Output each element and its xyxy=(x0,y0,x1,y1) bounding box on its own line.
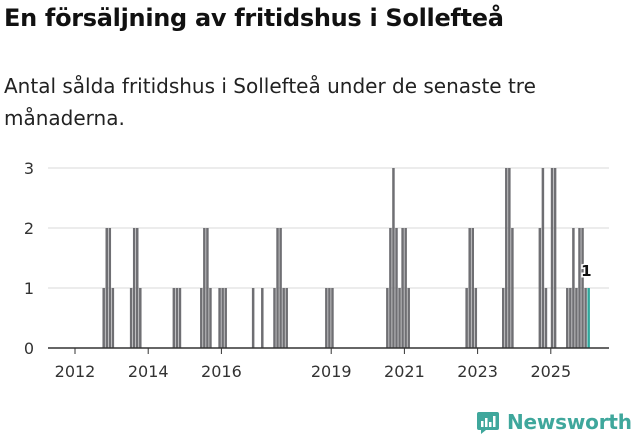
y-axis-ticks: 0 1 2 3 xyxy=(24,159,34,358)
bar xyxy=(172,288,176,348)
y-tick-label: 2 xyxy=(24,219,34,238)
x-axis: 2012 2014 2016 2019 2021 2023 2025 xyxy=(48,347,609,381)
bar xyxy=(221,288,224,348)
bar xyxy=(474,288,478,348)
bar xyxy=(325,288,328,348)
bar-latest xyxy=(587,288,590,348)
bar xyxy=(566,288,569,348)
data-label-latest: 1 xyxy=(581,262,591,280)
y-tick-label: 0 xyxy=(24,339,34,358)
newsworthy-logo-icon xyxy=(477,412,499,434)
brand-name: Newsworthy xyxy=(507,410,631,434)
bar xyxy=(386,288,389,348)
bar xyxy=(584,288,587,348)
bar xyxy=(261,288,264,348)
bar xyxy=(331,288,334,348)
bar xyxy=(553,168,557,348)
bar xyxy=(273,288,276,348)
x-tick-label: 2016 xyxy=(201,362,242,381)
bar xyxy=(218,288,221,348)
bar xyxy=(465,288,468,348)
data-labels: 1 xyxy=(580,261,593,282)
bar xyxy=(175,288,179,348)
bar xyxy=(108,228,112,348)
bar xyxy=(102,288,105,348)
bar xyxy=(279,228,282,348)
x-tick-label: 2023 xyxy=(457,362,498,381)
x-tick-label: 2019 xyxy=(311,362,352,381)
bar xyxy=(395,228,398,348)
bar xyxy=(276,228,279,348)
bar xyxy=(132,228,136,348)
bar xyxy=(111,288,115,348)
bar xyxy=(129,288,133,348)
bar xyxy=(550,168,554,348)
x-tick-label: 2021 xyxy=(384,362,425,381)
bar xyxy=(502,288,505,348)
bar xyxy=(508,168,511,348)
bar xyxy=(200,288,203,348)
bar xyxy=(544,288,548,348)
bar xyxy=(209,288,212,348)
bar xyxy=(389,228,392,348)
gridlines xyxy=(48,167,609,289)
bar xyxy=(505,168,508,348)
bar xyxy=(569,288,572,348)
bar xyxy=(538,228,542,348)
bar xyxy=(581,228,584,348)
bar xyxy=(468,228,471,348)
bar xyxy=(572,228,575,348)
newsworthy-logo: Newsworthy xyxy=(476,406,631,438)
bar xyxy=(511,228,514,348)
bar xyxy=(404,228,407,348)
bar xyxy=(282,288,285,348)
bar xyxy=(392,168,395,348)
y-tick-label: 3 xyxy=(24,159,34,178)
bar-chart: 0 1 2 3 2012 2014 2016 2019 2021 2023 2025 1 xyxy=(24,159,609,381)
bar xyxy=(139,288,142,348)
bar xyxy=(203,228,206,348)
bar xyxy=(136,228,139,348)
bar xyxy=(251,288,255,348)
bar xyxy=(178,288,182,348)
bar xyxy=(541,168,545,348)
bar xyxy=(401,228,404,348)
chart-subtitle: Antal sålda fritidshus i Sollefteå under… xyxy=(4,74,536,130)
bar xyxy=(285,288,288,348)
bar xyxy=(575,288,578,348)
bar xyxy=(578,228,581,348)
x-tick-label: 2012 xyxy=(55,362,96,381)
bars xyxy=(102,168,590,348)
bar xyxy=(206,228,209,348)
chart-title: En försäljning av fritidshus i Sollefteå xyxy=(4,4,504,32)
bar xyxy=(471,228,474,348)
x-tick-label: 2014 xyxy=(128,362,169,381)
bar xyxy=(398,288,401,348)
y-tick-label: 1 xyxy=(24,279,34,298)
bar xyxy=(105,228,108,348)
bar xyxy=(328,288,331,348)
x-tick-label: 2025 xyxy=(530,362,571,381)
bar xyxy=(224,288,227,348)
bar xyxy=(407,288,410,348)
